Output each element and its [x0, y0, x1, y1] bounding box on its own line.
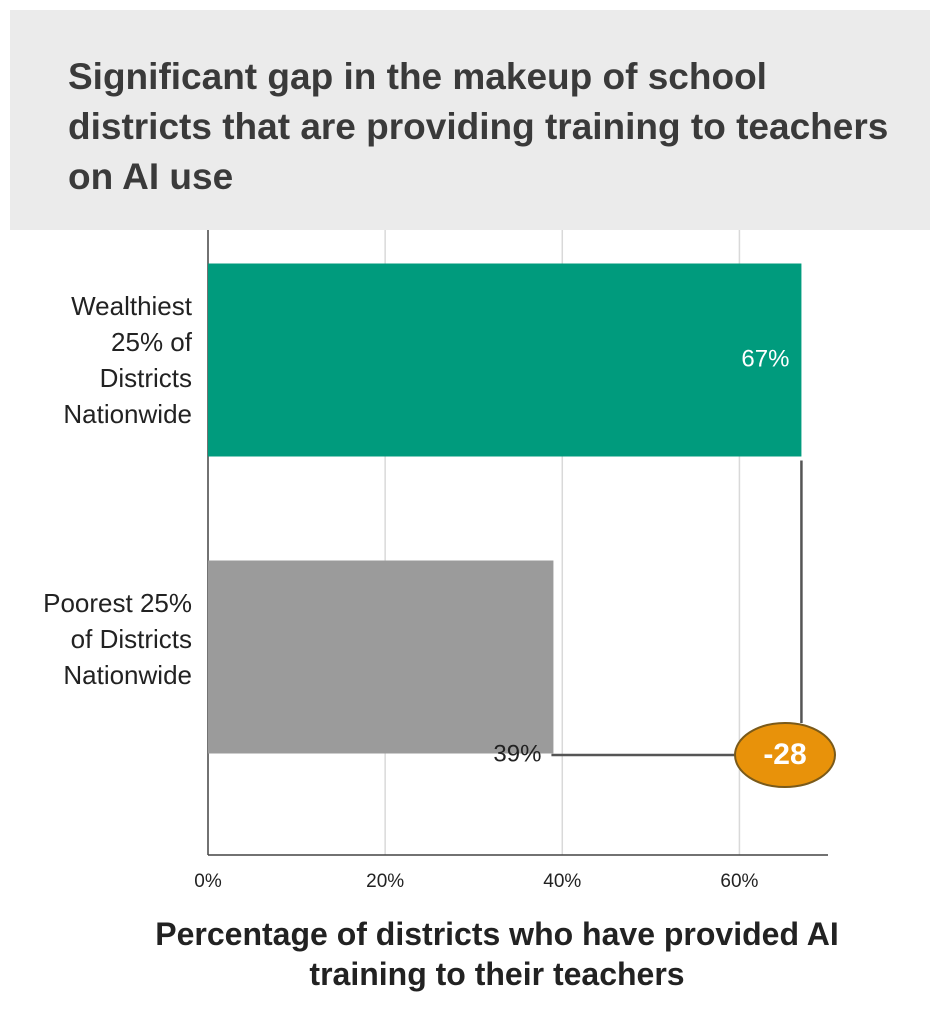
x-tick-label: 20% — [366, 871, 404, 892]
value-label: 67% — [741, 345, 789, 372]
x-tick-label: 40% — [543, 871, 581, 892]
y-tick-label: Poorest 25% of Districts Nationwide — [43, 588, 192, 690]
difference-badge — [734, 722, 836, 788]
chart-title: Significant gap in the makeup of school … — [68, 56, 889, 197]
value-label: 39% — [493, 740, 541, 767]
x-tick-label: 60% — [720, 871, 758, 892]
y-tick-label: Wealthiest 25% of Districts Nationwide — [63, 291, 192, 429]
x-tick-label: 0% — [194, 871, 222, 892]
annotation: -28 — [763, 738, 806, 771]
bar — [208, 560, 554, 754]
title-box — [10, 10, 930, 230]
x-axis-title: Percentage of districts who have provide… — [155, 916, 839, 992]
bar — [208, 263, 802, 457]
